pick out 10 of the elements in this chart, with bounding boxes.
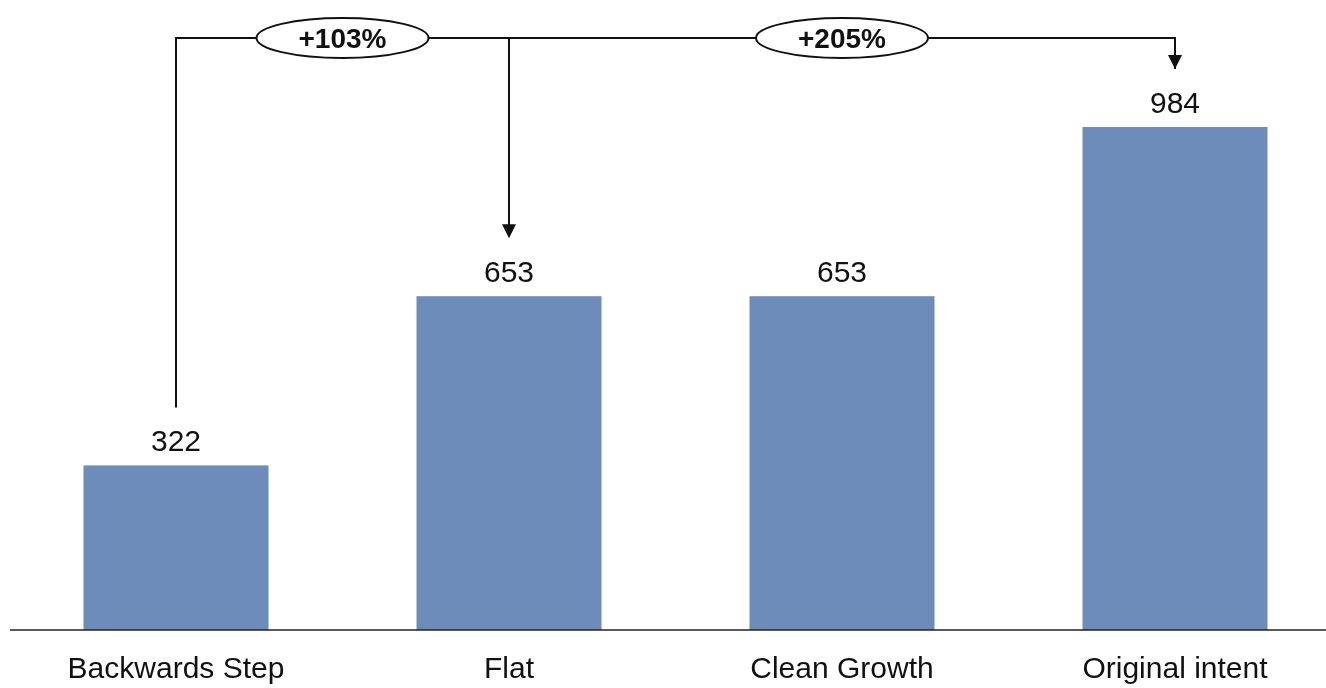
x-tick-label: Backwards Step: [67, 651, 285, 684]
x-tick-label: Clean Growth: [750, 651, 934, 684]
text: +103%: [298, 23, 387, 54]
x-tick-label: Original intent: [1082, 651, 1269, 684]
data-label: 984: [1149, 86, 1201, 119]
data-label: 653: [483, 255, 535, 289]
x-tick-label: Flat: [483, 651, 535, 684]
data-label: 653: [816, 255, 868, 289]
text: +205%: [798, 23, 887, 54]
data-label: 322: [150, 424, 202, 458]
